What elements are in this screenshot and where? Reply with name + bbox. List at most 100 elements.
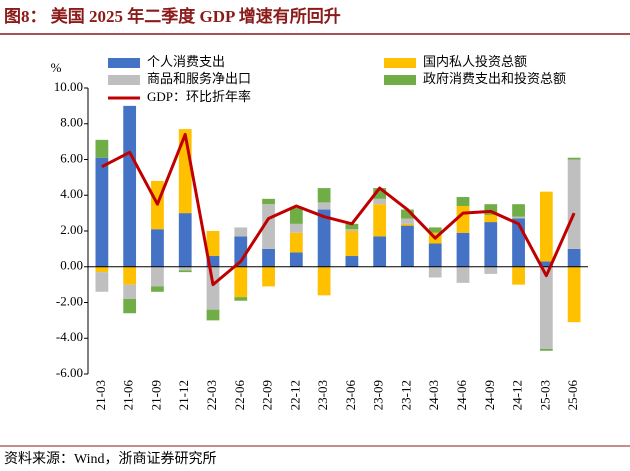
bar-segment <box>95 272 109 292</box>
bar-segment <box>262 198 275 205</box>
legend-label: 个人消费支出 <box>147 54 225 69</box>
bar-segment <box>567 157 581 160</box>
y-tick-label: 6.00 <box>60 150 83 165</box>
x-tick-label: 23-06 <box>343 380 358 411</box>
bar-segment <box>373 204 387 237</box>
bar-segment <box>428 227 442 233</box>
bar-segment <box>262 266 275 287</box>
source-note: 资料来源：Wind，浙商证券研究所 <box>4 451 217 467</box>
y-tick-label: -6.00 <box>56 365 83 380</box>
bar-segment <box>567 248 581 267</box>
bar-segment <box>484 204 498 215</box>
bar-segment <box>484 266 498 274</box>
x-tick-label: 22-09 <box>260 380 275 410</box>
bar-segment <box>262 248 275 267</box>
bar-segment <box>456 197 470 206</box>
bar-segment <box>178 213 192 267</box>
legend-label: GDP：环比折年率 <box>147 89 251 104</box>
legend-label: 政府消费支出和投资总额 <box>423 71 566 86</box>
bar-segment <box>428 266 442 278</box>
y-tick-label: -2.00 <box>56 293 83 308</box>
bar-segment <box>512 216 525 219</box>
legend-swatch <box>384 58 416 68</box>
x-tick-label: 25-06 <box>565 380 580 411</box>
y-tick-label: 4.00 <box>60 186 83 201</box>
y-axis-label: % <box>51 60 62 75</box>
x-tick-label: 22-12 <box>287 380 302 410</box>
legend-swatch <box>108 58 140 68</box>
y-tick-label: 10.00 <box>54 79 83 94</box>
bar-segment <box>484 222 498 267</box>
x-tick-label: 25-03 <box>537 380 552 410</box>
bar-segment <box>317 209 331 267</box>
y-tick-label: -4.00 <box>56 329 83 344</box>
bar-segment <box>206 256 220 267</box>
bar-segment <box>539 266 553 349</box>
legend-swatch <box>108 75 140 85</box>
bar-segment <box>539 348 553 351</box>
bar-segment <box>539 261 553 267</box>
bar-segment <box>317 202 331 210</box>
x-tick-label: 24-03 <box>426 380 441 410</box>
bar-segment <box>151 266 164 287</box>
gdp-line <box>101 132 576 287</box>
bar-segment <box>178 266 192 271</box>
bar-segment <box>317 266 331 296</box>
bar-segment <box>317 188 331 203</box>
bar-segment <box>456 266 470 283</box>
bar-segment <box>567 159 581 249</box>
bar-segment <box>373 188 387 199</box>
bar-segment <box>345 223 359 230</box>
bar-segment <box>289 232 303 253</box>
bar-segment <box>401 218 414 224</box>
bar-segment <box>262 204 275 249</box>
y-tick-label: 8.00 <box>60 115 83 130</box>
bar-segment <box>345 231 359 257</box>
bar-segment <box>206 309 220 321</box>
bar-segment <box>373 198 387 205</box>
x-tick-label: 23-12 <box>398 380 413 410</box>
bar-segment <box>456 205 470 233</box>
legend-label: 国内私人投资总额 <box>423 54 527 69</box>
bar-segment <box>95 139 109 158</box>
x-tick-label: 22-03 <box>204 380 219 410</box>
bar-segment <box>567 266 581 323</box>
x-tick-label: 21-12 <box>176 380 191 410</box>
bar-segment <box>289 252 303 267</box>
x-tick-label: 23-03 <box>315 380 330 410</box>
bar-segment <box>512 266 525 285</box>
bar-segment <box>206 231 220 257</box>
chart-title: 图8： 美国 2025 年二季度 GDP 增速有所回升 <box>4 6 341 26</box>
bar-segment <box>95 157 109 267</box>
bar-segment <box>234 266 248 298</box>
x-tick-label: 21-09 <box>148 380 163 410</box>
bar-segment <box>345 229 359 231</box>
x-tick-label: 21-03 <box>93 380 108 410</box>
bar-segment <box>95 266 109 273</box>
x-tick-label: 24-09 <box>482 380 497 410</box>
bar-segment <box>539 191 553 262</box>
bar-segment <box>234 297 248 301</box>
bar-segment <box>123 298 137 314</box>
bar-segment <box>401 223 414 226</box>
x-tick-label: 24-12 <box>510 380 525 410</box>
bar-segment <box>484 214 498 223</box>
legend-swatch <box>384 75 416 85</box>
legend-label: 商品和服务净出口 <box>147 71 251 86</box>
bar-segment <box>206 266 220 310</box>
bar-segment <box>123 266 137 285</box>
bar-segment <box>178 270 192 273</box>
bar-segment <box>512 204 525 217</box>
bar-segment <box>123 284 137 299</box>
bar-segment <box>401 209 414 219</box>
bar-segment <box>428 243 442 267</box>
bar-segment <box>289 223 303 233</box>
y-tick-label: 2.00 <box>60 222 83 237</box>
x-tick-label: 21-06 <box>121 380 136 411</box>
x-tick-label: 22-06 <box>232 380 247 411</box>
x-tick-label: 24-06 <box>454 380 469 411</box>
x-tick-label: 23-09 <box>371 380 386 410</box>
bar-segment <box>373 236 387 267</box>
bar-segment <box>345 256 359 267</box>
